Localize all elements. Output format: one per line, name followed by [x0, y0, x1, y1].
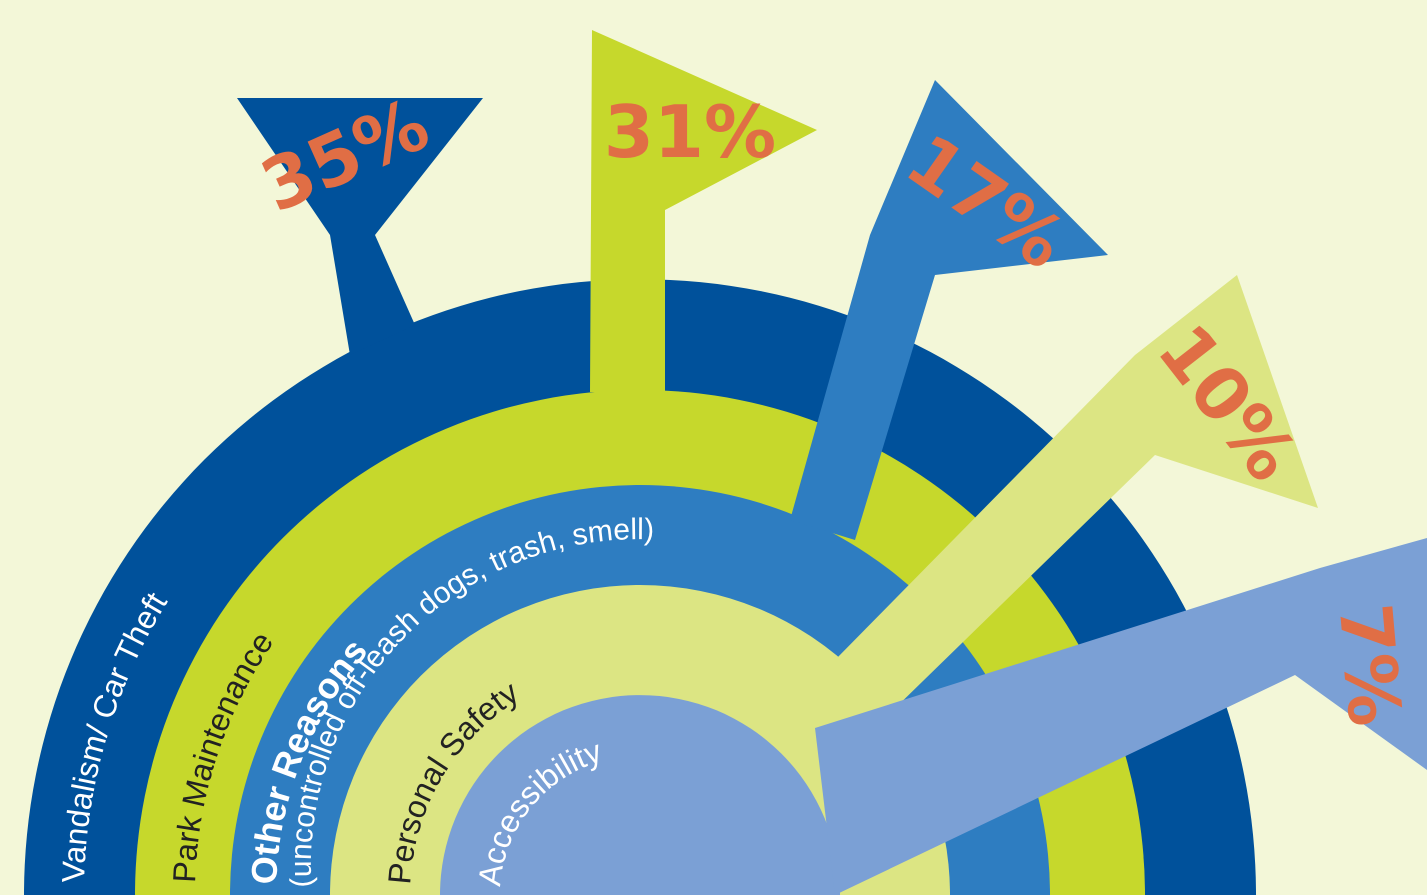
- ring-accessibility: [440, 695, 840, 895]
- value-label-accessibility: 7%: [1323, 600, 1417, 729]
- flag-other-reasons: [790, 80, 1108, 540]
- flag-park-maintenance: [590, 30, 817, 392]
- flag-vandalism: [237, 98, 483, 355]
- flag-personal-safety: [835, 275, 1318, 718]
- flag-accessibility: [815, 538, 1427, 895]
- value-label-park-maintenance: 31%: [604, 90, 776, 174]
